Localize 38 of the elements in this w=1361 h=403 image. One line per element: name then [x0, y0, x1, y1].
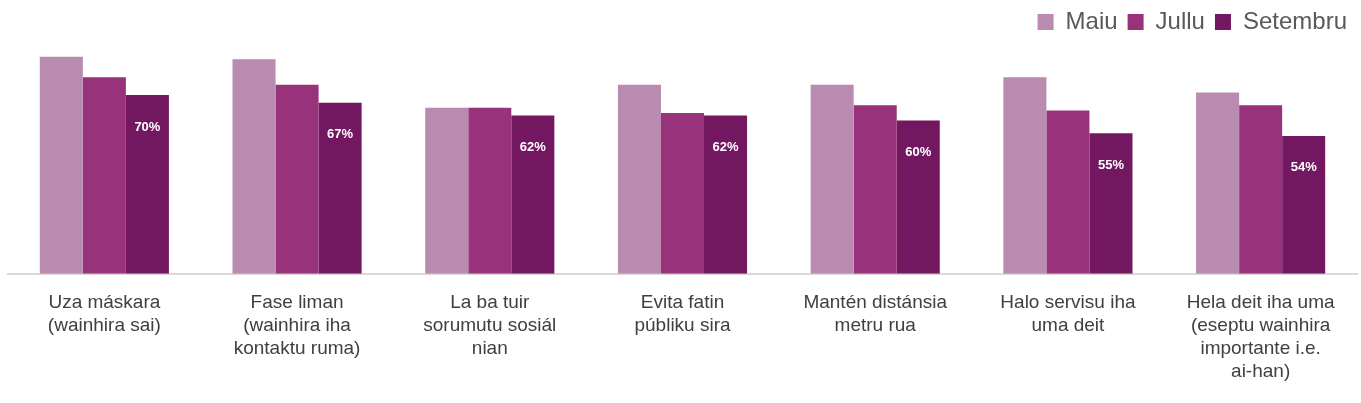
bar [1003, 77, 1047, 274]
bar [39, 56, 83, 274]
bar [125, 95, 169, 274]
bar [318, 102, 362, 274]
x-tick-label: La ba tuir sorumutu sosiál nian [423, 291, 557, 359]
bar [468, 107, 512, 274]
legend-label: Jullu [1155, 6, 1205, 34]
bar [1239, 105, 1283, 274]
data-label: 54% [1290, 159, 1318, 175]
bar [896, 120, 940, 274]
data-label: 67% [327, 126, 354, 142]
x-tick-label: Halo servisu iha uma deit [1000, 291, 1136, 336]
data-label: 70% [134, 118, 161, 134]
bar [511, 115, 555, 274]
x-tick-label: Mantén distánsia metru rua [803, 291, 948, 336]
bar [704, 115, 748, 274]
x-tick-label: Hela deit iha uma (eseptu wainhira importante i.e. ai-han) [1186, 291, 1335, 381]
data-label: 55% [1097, 156, 1125, 172]
bar [1196, 92, 1240, 274]
data-label: 62% [519, 139, 547, 155]
bar [232, 59, 276, 274]
bar [82, 77, 126, 274]
x-tick-label: Uza máskara (wainhira sai) [47, 291, 161, 336]
data-label: 60% [905, 144, 932, 160]
bar [1046, 110, 1090, 274]
legend-label: Setembru [1242, 6, 1348, 34]
bar [660, 112, 705, 274]
bar [275, 84, 319, 274]
legend-label: Maiu [1065, 6, 1118, 34]
x-tick-label: Evita fatin públiku sira [634, 291, 731, 336]
data-label: 62% [712, 139, 739, 155]
bar [1089, 133, 1133, 274]
bar [617, 84, 661, 274]
bar [810, 84, 854, 274]
x-tick-label: Fase liman (wainhira iha kontaktu ruma) [233, 291, 361, 359]
bar [425, 107, 469, 274]
bar [1282, 135, 1326, 274]
bar [853, 105, 897, 274]
